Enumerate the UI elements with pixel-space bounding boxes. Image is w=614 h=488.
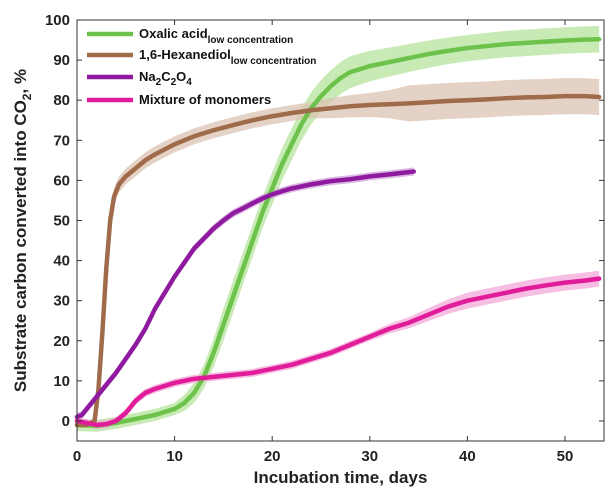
y-tick-label: 40 (53, 253, 70, 270)
x-tick-label: 50 (557, 448, 574, 465)
y-tick-label: 50 (53, 212, 70, 229)
legend: Oxalic acidlow concentration1,6-Hexanedi… (87, 26, 316, 107)
y-tick-label: 20 (53, 333, 70, 350)
x-axis-title: Incubation time, days (254, 468, 428, 487)
line-series-4 (74, 276, 602, 428)
plot-frame (76, 19, 605, 442)
x-tick-label: 10 (166, 448, 183, 465)
x-axis-ticks: 0 10 20 30 40 50 (73, 20, 573, 465)
x-tick-label: 20 (264, 448, 281, 465)
y-axis-title-main: Substrate carbon converted into CO (11, 100, 30, 392)
y-tick-label: 0 (62, 413, 70, 430)
y-axis-ticks: 0 10 20 30 40 50 60 70 80 90 100 (45, 12, 604, 430)
line-series-1 (74, 36, 602, 429)
x-tick-label: 0 (73, 448, 81, 465)
y-tick-label: 10 (53, 373, 70, 390)
x-tick-label: 40 (459, 448, 476, 465)
series-lines (74, 36, 602, 429)
y-tick-label: 100 (45, 12, 70, 29)
y-axis-title-suffix: , % (11, 69, 30, 94)
y-tick-label: 30 (53, 293, 70, 310)
legend-label: Na2C2O4 (139, 69, 192, 88)
legend-label: Oxalic acidlow concentration (139, 26, 293, 46)
y-tick-label: 70 (53, 132, 70, 149)
legend-label: 1,6-Hexanediollow concentration (139, 47, 316, 67)
y-axis-title-sub: 2 (20, 93, 34, 100)
x-tick-label: 30 (361, 448, 378, 465)
y-tick-label: 80 (53, 92, 70, 109)
y-tick-label: 90 (53, 52, 70, 69)
line-series-2 (74, 93, 602, 428)
line-series-3 (74, 169, 416, 420)
legend-label: Mixture of monomers (139, 92, 271, 107)
y-tick-label: 60 (53, 172, 70, 189)
band-series-2 (77, 78, 600, 427)
y-axis-title: Substrate carbon converted into CO2, % (11, 69, 34, 392)
